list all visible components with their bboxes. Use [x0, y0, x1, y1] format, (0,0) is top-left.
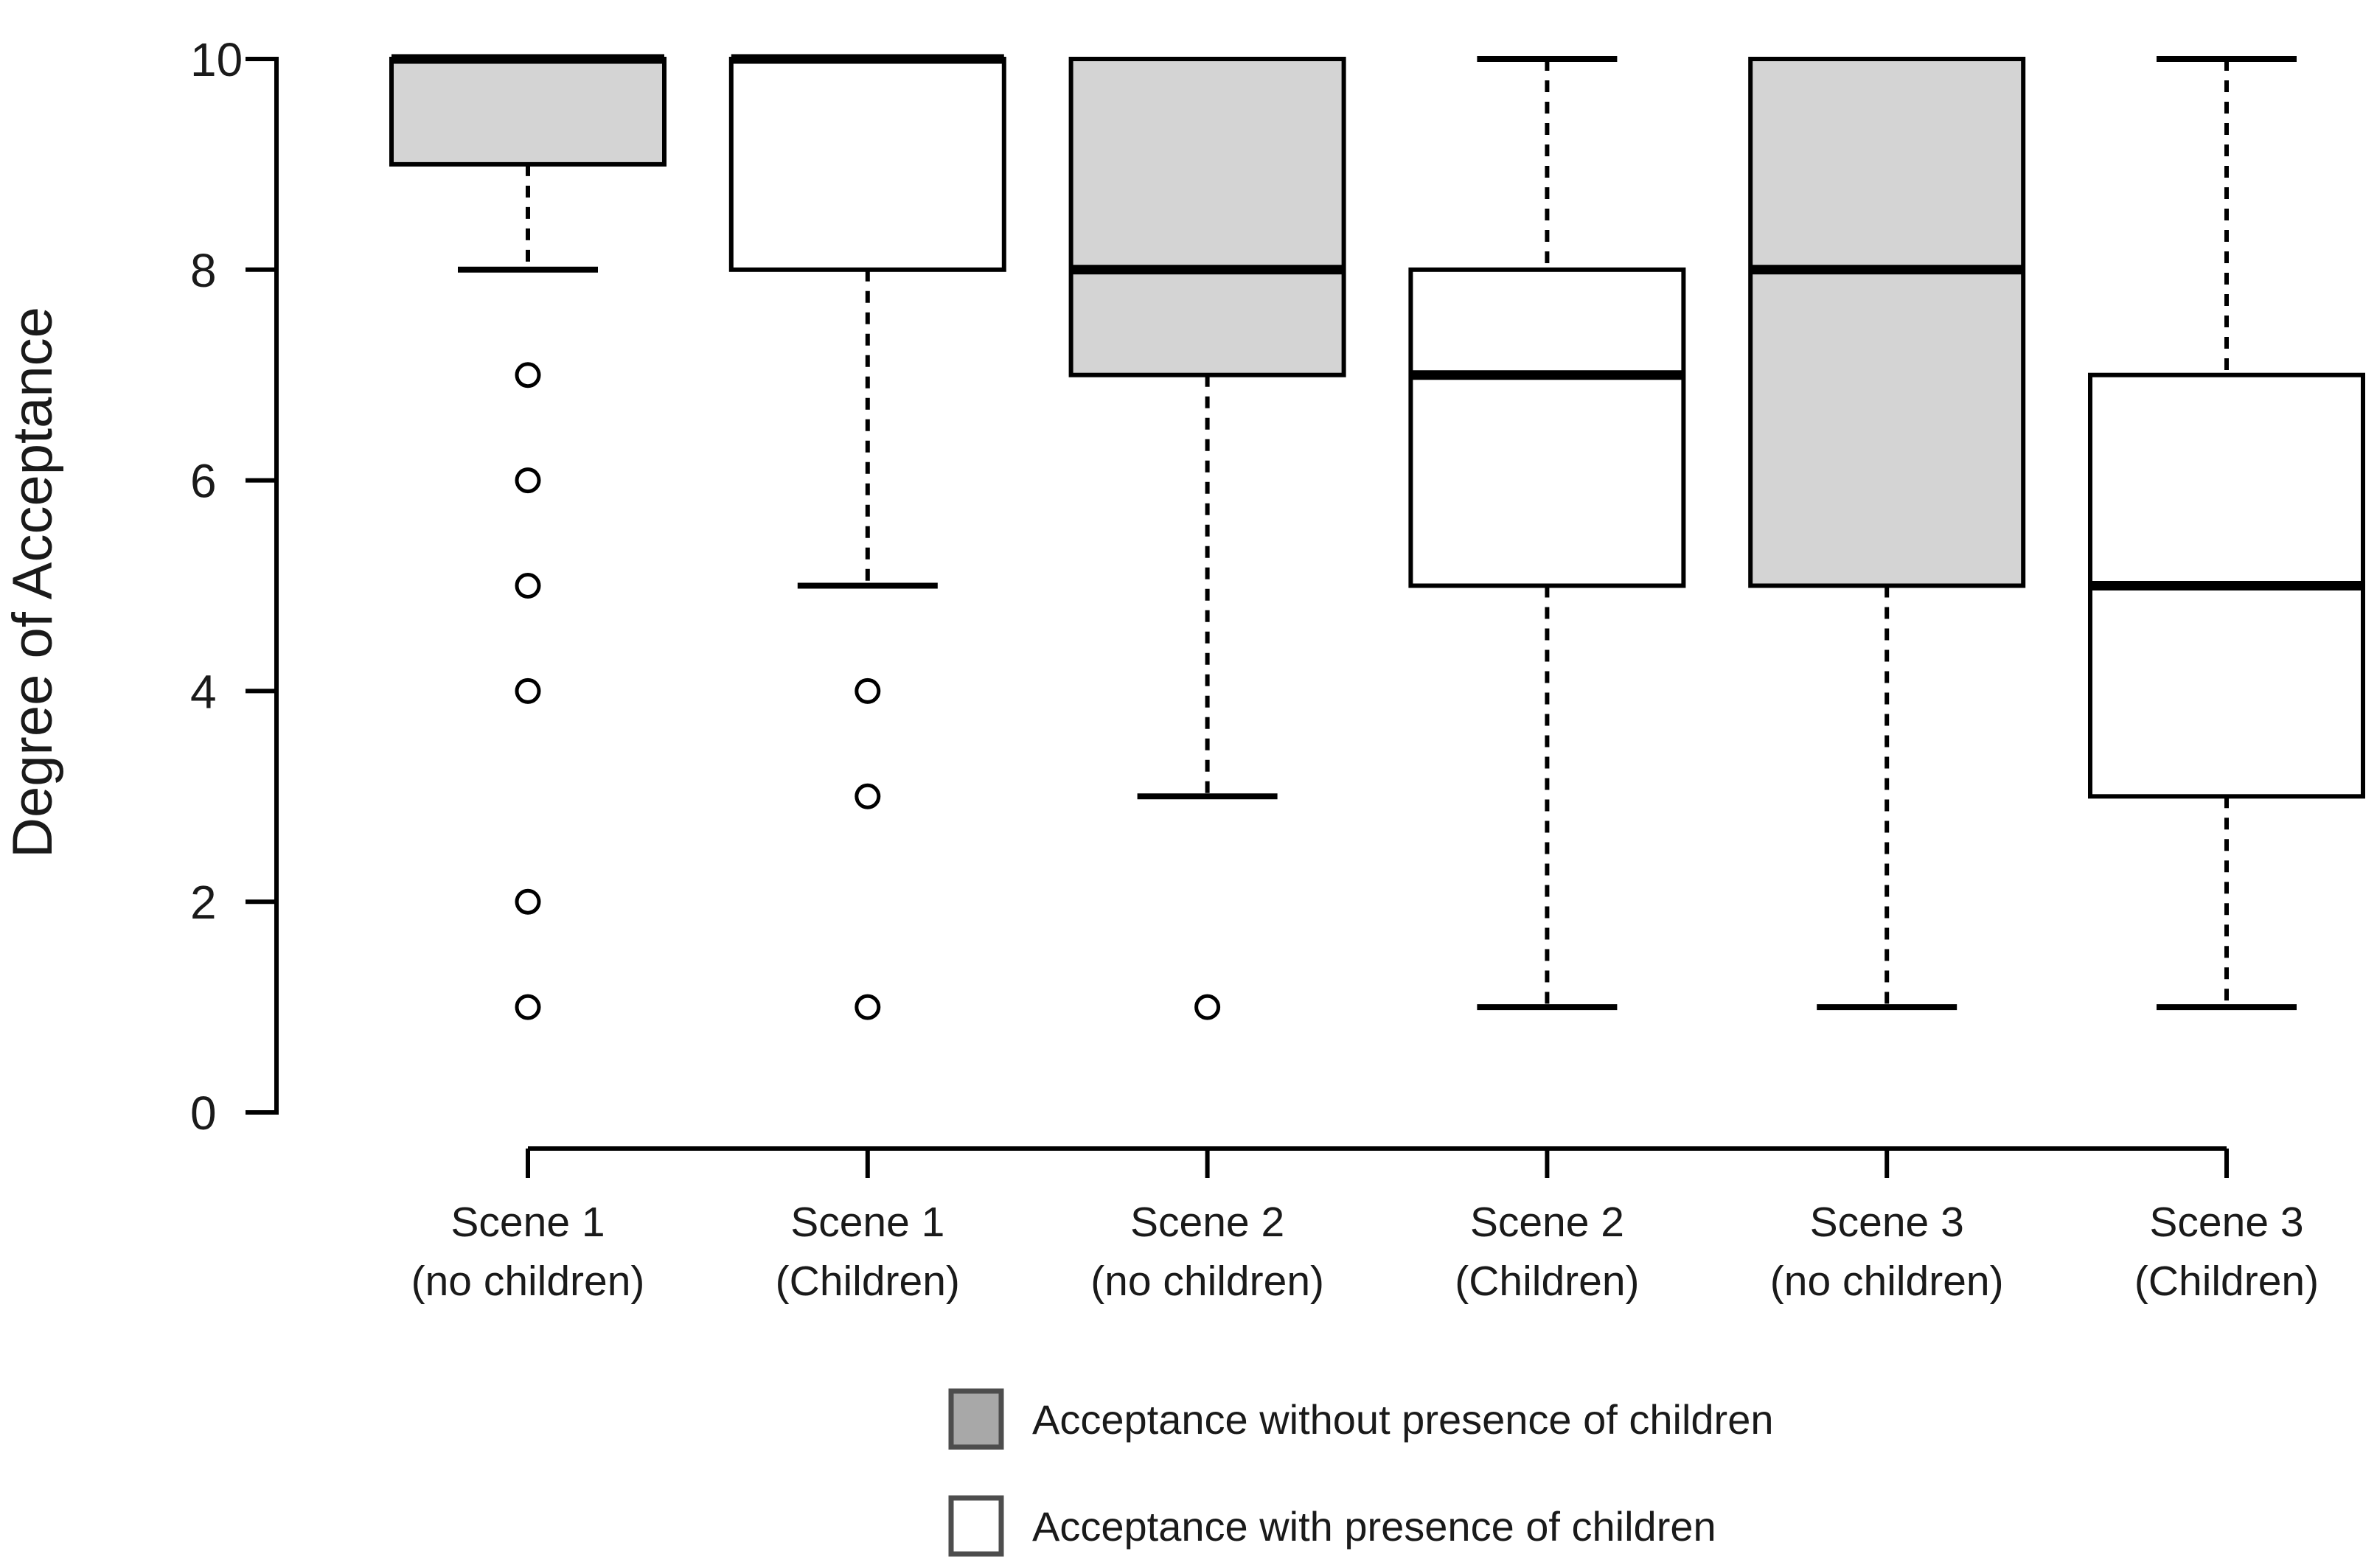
x-category-label-2-line2: (Children) — [776, 1258, 960, 1305]
y-axis-tick-label-10: 10 — [190, 33, 243, 86]
y-axis-tick-label-2: 2 — [190, 876, 217, 929]
box-scene-1-no-children — [389, 57, 667, 167]
x-category-label-3-line2: (no children) — [1090, 1258, 1324, 1305]
legend-swatch-without-children — [948, 1388, 1004, 1450]
x-category-label-6-line1: Scene 3 — [2149, 1199, 2303, 1246]
outlier-scene-1-no-children-7 — [515, 362, 541, 388]
x-category-label-6-line2: (Children) — [2134, 1258, 2319, 1305]
y-axis-title: Degree of Acceptance — [1, 307, 64, 858]
x-category-label-2-line1: Scene 1 — [790, 1199, 944, 1246]
x-category-label-5-line2: (no children) — [1770, 1258, 2004, 1305]
outlier-scene-1-no-children-5 — [515, 573, 541, 599]
legend-label-with-children: Acceptance with presence of children — [1032, 1503, 1716, 1550]
x-category-label-5-line1: Scene 3 — [1810, 1199, 1964, 1246]
y-axis-tick-label-8: 8 — [190, 244, 217, 297]
outlier-scene-1-children-4 — [855, 677, 881, 704]
outlier-scene-1-no-children-6 — [515, 467, 541, 494]
outlier-scene-1-children-3 — [855, 783, 881, 809]
box-scene-2-children — [1408, 267, 1686, 588]
box-scene-2-no-children — [1068, 57, 1346, 377]
y-axis-tick-label-0: 0 — [190, 1087, 217, 1140]
outlier-scene-2-no-children-1 — [1194, 994, 1221, 1020]
x-category-label-1-line2: (no children) — [411, 1258, 645, 1305]
y-axis-tick-label-4: 4 — [190, 665, 217, 718]
legend-swatch-with-children — [948, 1495, 1004, 1557]
y-axis-tick-label-6: 6 — [190, 455, 217, 508]
box-scene-1-children — [728, 57, 1006, 272]
x-category-label-4-line2: (Children) — [1455, 1258, 1639, 1305]
outlier-scene-1-no-children-4 — [515, 677, 541, 704]
outlier-scene-1-children-1 — [855, 994, 881, 1020]
legend-label-without-children: Acceptance without presence of children — [1032, 1396, 1773, 1443]
x-category-label-1-line1: Scene 1 — [450, 1199, 605, 1246]
x-category-label-3-line1: Scene 2 — [1130, 1199, 1284, 1246]
x-category-label-4-line1: Scene 2 — [1470, 1199, 1624, 1246]
outlier-scene-1-no-children-2 — [515, 888, 541, 915]
box-scene-3-no-children — [1748, 57, 2026, 588]
outlier-scene-1-no-children-1 — [515, 994, 541, 1020]
